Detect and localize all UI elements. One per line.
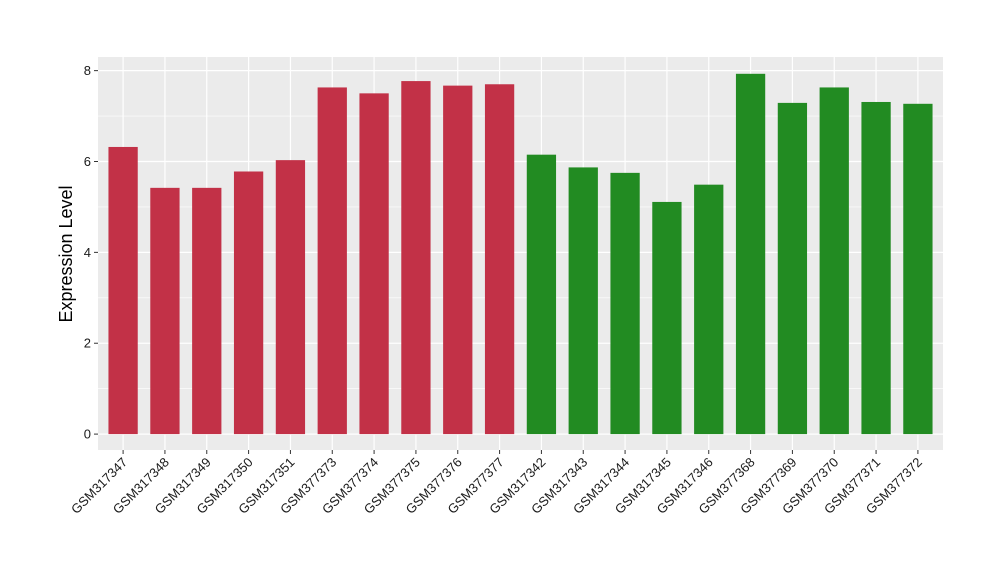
y-tick-label: 0 [84, 427, 91, 442]
bar-gsm317347 [108, 146, 138, 435]
bar-gsm377376 [443, 85, 473, 435]
y-axis-title: Expression Level [56, 185, 76, 322]
bar-gsm377377 [484, 84, 515, 435]
bar-gsm377371 [861, 101, 891, 435]
bar-gsm317350 [233, 171, 264, 435]
y-tick-label: 6 [84, 154, 91, 169]
bar-gsm317342 [526, 154, 557, 435]
bar-gsm317343 [568, 167, 598, 435]
y-axis: 0 2 4 6 8 [84, 63, 98, 442]
bar-gsm317345 [652, 201, 682, 435]
bar-gsm377370 [819, 87, 849, 435]
bar-gsm377368 [735, 73, 766, 435]
bar-gsm317351 [275, 160, 306, 435]
bar-gsm317349 [192, 187, 222, 435]
bar-gsm317346 [694, 184, 724, 435]
bar-gsm377373 [317, 87, 347, 435]
bar-gsm377372 [903, 103, 933, 435]
bar-gsm377369 [777, 102, 808, 435]
bar-gsm377374 [359, 93, 389, 435]
y-tick-label: 2 [84, 336, 91, 351]
x-axis: GSM317347GSM317348GSM317349GSM317350GSM3… [68, 450, 925, 517]
bar-gsm317344 [610, 172, 640, 435]
bar-gsm377375 [401, 81, 431, 435]
bars [108, 73, 933, 435]
bar-gsm317348 [150, 187, 180, 435]
y-tick-label: 8 [84, 63, 91, 78]
y-tick-label: 4 [84, 245, 91, 260]
